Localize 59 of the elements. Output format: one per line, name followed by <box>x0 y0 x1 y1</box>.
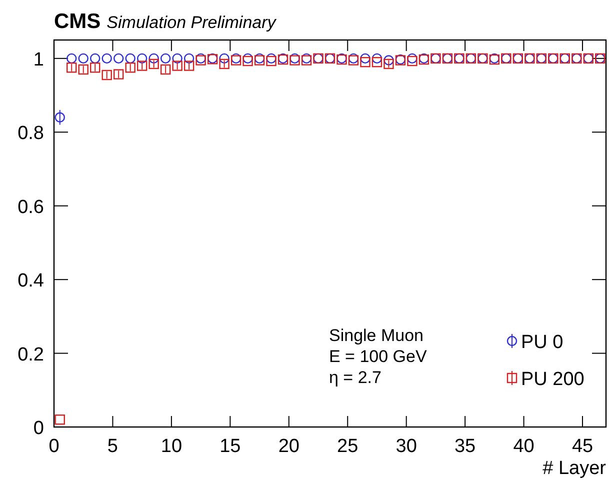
point <box>66 62 77 73</box>
point <box>113 53 124 64</box>
y-tick-label: 0.6 <box>18 196 44 218</box>
y-tick-label: 0.2 <box>18 344 44 366</box>
x-tick-label: 45 <box>572 436 594 457</box>
x-tick-label: 5 <box>107 436 118 457</box>
point <box>219 53 230 64</box>
point <box>78 64 88 75</box>
point <box>90 53 100 64</box>
annotation: E = 100 GeV <box>329 347 428 366</box>
y-tick-label: 0.4 <box>18 270 44 292</box>
annotation: η = 2.7 <box>329 368 382 387</box>
point <box>78 53 88 64</box>
x-tick-label: 25 <box>337 436 358 457</box>
point <box>372 53 382 64</box>
point <box>407 56 418 66</box>
y-tick-label: 0 <box>33 418 44 439</box>
point <box>54 414 65 425</box>
x-tick-label: 15 <box>220 436 241 457</box>
point <box>266 56 276 66</box>
point <box>148 53 159 64</box>
chart-subtitle: Simulation Preliminary <box>106 13 278 32</box>
x-tick-label: 0 <box>48 436 60 457</box>
x-axis-title: # Layer <box>542 458 607 479</box>
point <box>160 64 171 75</box>
point <box>184 60 194 71</box>
x-tick-label: 20 <box>278 436 300 457</box>
point <box>172 60 182 71</box>
chart-title: CMS <box>54 10 101 33</box>
point <box>172 53 182 64</box>
x-tick-label: 35 <box>454 436 476 457</box>
point <box>148 58 159 70</box>
point <box>136 53 148 64</box>
point <box>242 56 253 66</box>
point <box>360 57 370 68</box>
point <box>66 53 77 64</box>
point <box>219 58 230 70</box>
point <box>160 53 171 64</box>
point <box>102 53 112 64</box>
annotation: Single Muon <box>329 326 424 345</box>
point <box>102 70 112 80</box>
x-tick-label: 40 <box>513 436 534 457</box>
point <box>384 55 394 66</box>
y-tick-label: 1 <box>33 49 44 70</box>
point <box>136 60 148 71</box>
y-tick-label: 0.8 <box>18 123 44 144</box>
legend-label: PU 0 <box>521 332 564 353</box>
point <box>113 69 124 80</box>
point <box>90 62 100 73</box>
point <box>125 62 136 73</box>
x-tick-label: 10 <box>160 436 182 457</box>
x-tick-label: 30 <box>396 436 417 457</box>
point <box>184 53 194 64</box>
point <box>372 57 382 68</box>
point <box>360 53 370 64</box>
point <box>54 112 65 122</box>
point <box>125 53 136 64</box>
legend-label: PU 200 <box>521 369 584 390</box>
point <box>384 58 394 70</box>
